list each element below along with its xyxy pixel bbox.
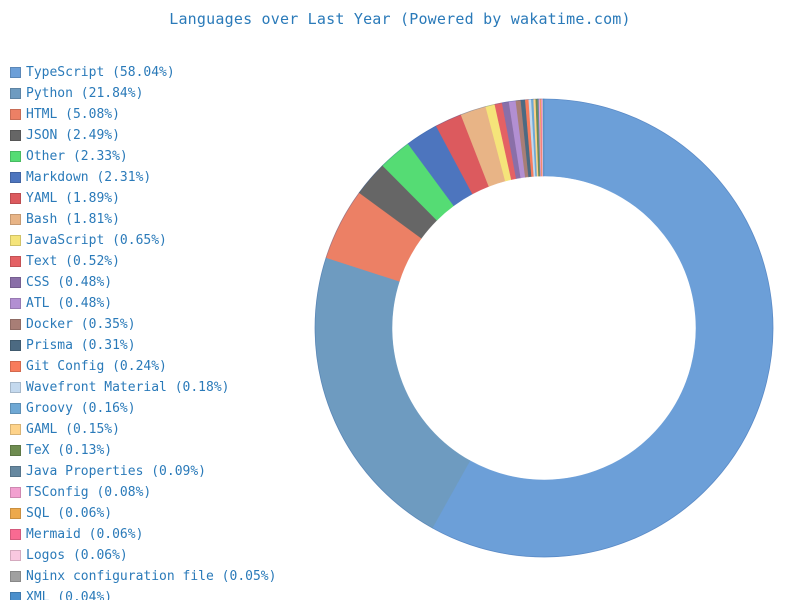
legend-label: JSON (2.49%): [26, 128, 120, 143]
legend-item[interactable]: HTML (5.08%): [10, 104, 310, 125]
legend-item[interactable]: JSON (2.49%): [10, 125, 310, 146]
legend-item[interactable]: Bash (1.81%): [10, 209, 310, 230]
legend-swatch-icon: [10, 109, 21, 120]
legend-swatch-icon: [10, 319, 21, 330]
legend-label: Python (21.84%): [26, 86, 144, 101]
legend-label: Other (2.33%): [26, 149, 128, 164]
legend-item[interactable]: Python (21.84%): [10, 83, 310, 104]
legend-item[interactable]: Mermaid (0.06%): [10, 524, 310, 545]
legend-item[interactable]: Git Config (0.24%): [10, 356, 310, 377]
legend-swatch-icon: [10, 424, 21, 435]
legend-swatch-icon: [10, 403, 21, 414]
legend-label: YAML (1.89%): [26, 191, 120, 206]
donut-slice-typescript[interactable]: [431, 98, 774, 558]
legend-swatch-icon: [10, 340, 21, 351]
legend-item[interactable]: TeX (0.13%): [10, 440, 310, 461]
legend-swatch-icon: [10, 466, 21, 477]
legend-label: Nginx configuration file (0.05%): [26, 569, 277, 584]
chart-title: Languages over Last Year (Powered by wak…: [169, 10, 631, 28]
legend-label: GAML (0.15%): [26, 422, 120, 437]
legend-label: Logos (0.06%): [26, 548, 128, 563]
legend-item[interactable]: ATL (0.48%): [10, 293, 310, 314]
legend-item[interactable]: TSConfig (0.08%): [10, 482, 310, 503]
legend-label: CSS (0.48%): [26, 275, 113, 290]
legend-item[interactable]: XML (0.04%): [10, 587, 310, 600]
legend-item[interactable]: Groovy (0.16%): [10, 398, 310, 419]
legend-swatch-icon: [10, 445, 21, 456]
legend-label: Text (0.52%): [26, 254, 120, 269]
donut-slice-xml[interactable]: [543, 98, 545, 177]
legend-swatch-icon: [10, 550, 21, 561]
legend-swatch-icon: [10, 214, 21, 225]
legend-swatch-icon: [10, 571, 21, 582]
legend-swatch-icon: [10, 487, 21, 498]
legend-item[interactable]: Text (0.52%): [10, 251, 310, 272]
legend-swatch-icon: [10, 256, 21, 267]
legend-item[interactable]: Logos (0.06%): [10, 545, 310, 566]
legend-label: HTML (5.08%): [26, 107, 120, 122]
legend-item[interactable]: CSS (0.48%): [10, 272, 310, 293]
donut-outer-rim: [314, 98, 774, 558]
legend-label: TeX (0.13%): [26, 443, 113, 458]
legend-swatch-icon: [10, 193, 21, 204]
legend-item[interactable]: Java Properties (0.09%): [10, 461, 310, 482]
legend-swatch-icon: [10, 88, 21, 99]
legend-label: Docker (0.35%): [26, 317, 136, 332]
legend-swatch-icon: [10, 151, 21, 162]
legend-label: Java Properties (0.09%): [26, 464, 207, 479]
legend-label: Markdown (2.31%): [26, 170, 152, 185]
legend-label: SQL (0.06%): [26, 506, 113, 521]
legend-label: Bash (1.81%): [26, 212, 120, 227]
legend-swatch-icon: [10, 172, 21, 183]
legend-label: TypeScript (58.04%): [26, 65, 175, 80]
legend-item[interactable]: Nginx configuration file (0.05%): [10, 566, 310, 587]
legend-item[interactable]: GAML (0.15%): [10, 419, 310, 440]
legend-swatch-icon: [10, 508, 21, 519]
legend-item[interactable]: Prisma (0.31%): [10, 335, 310, 356]
legend-swatch-icon: [10, 235, 21, 246]
legend-swatch-icon: [10, 529, 21, 540]
legend-item[interactable]: Markdown (2.31%): [10, 167, 310, 188]
legend-swatch-icon: [10, 130, 21, 141]
legend-swatch-icon: [10, 277, 21, 288]
legend: TypeScript (58.04%) Python (21.84%) HTML (…: [10, 62, 310, 600]
legend-item[interactable]: SQL (0.06%): [10, 503, 310, 524]
legend-swatch-icon: [10, 592, 21, 600]
legend-swatch-icon: [10, 67, 21, 78]
legend-item[interactable]: YAML (1.89%): [10, 188, 310, 209]
legend-item[interactable]: TypeScript (58.04%): [10, 62, 310, 83]
legend-label: Prisma (0.31%): [26, 338, 136, 353]
legend-label: Wavefront Material (0.18%): [26, 380, 230, 395]
legend-swatch-icon: [10, 382, 21, 393]
legend-label: Git Config (0.24%): [26, 359, 167, 374]
legend-label: ATL (0.48%): [26, 296, 113, 311]
legend-label: Mermaid (0.06%): [26, 527, 144, 542]
legend-item[interactable]: Wavefront Material (0.18%): [10, 377, 310, 398]
legend-label: JavaScript (0.65%): [26, 233, 167, 248]
legend-item[interactable]: Other (2.33%): [10, 146, 310, 167]
legend-label: XML (0.04%): [26, 590, 113, 600]
legend-swatch-icon: [10, 361, 21, 372]
legend-swatch-icon: [10, 298, 21, 309]
legend-label: Groovy (0.16%): [26, 401, 136, 416]
legend-label: TSConfig (0.08%): [26, 485, 152, 500]
legend-item[interactable]: Docker (0.35%): [10, 314, 310, 335]
legend-item[interactable]: JavaScript (0.65%): [10, 230, 310, 251]
donut-slice-python[interactable]: [314, 257, 471, 529]
